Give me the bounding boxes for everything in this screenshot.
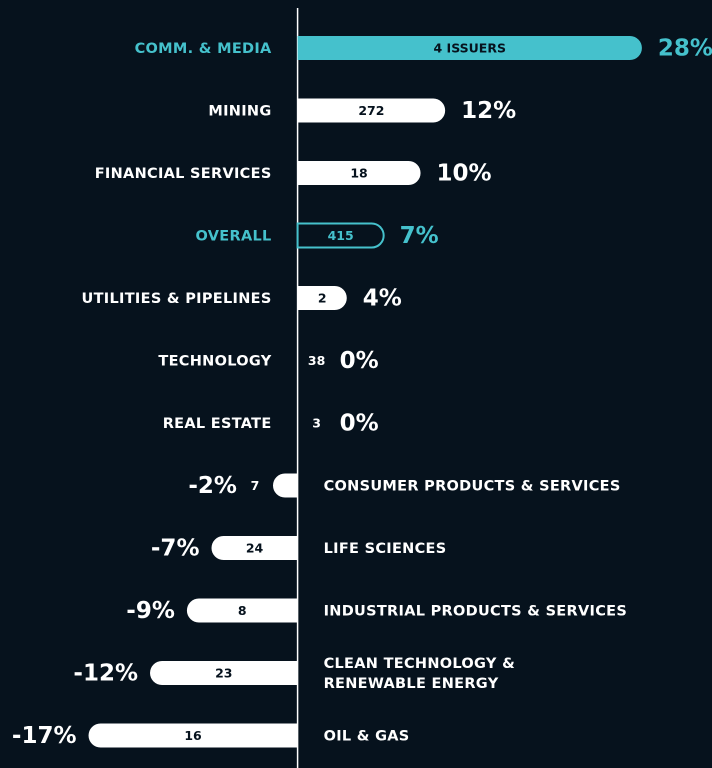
bar [150, 661, 298, 685]
issuer-count: 415 [328, 228, 354, 243]
issuer-count: 3 [312, 416, 321, 431]
issuer-count: 16 [184, 728, 202, 743]
bar [297, 161, 421, 185]
value-label: 12% [461, 98, 516, 124]
value-label: 10% [437, 161, 492, 187]
bar [272, 473, 298, 498]
issuer-count: 7 [251, 478, 260, 493]
category-label: MINING [208, 104, 271, 120]
value-label: 0% [340, 348, 379, 374]
issuer-count: 18 [350, 166, 367, 181]
category-label: OVERALL [196, 229, 272, 245]
issuer-count: 8 [238, 603, 247, 618]
bar [297, 286, 347, 310]
bar [297, 98, 446, 123]
value-label: 0% [340, 411, 379, 437]
value-label: 4% [363, 286, 402, 312]
issuer-count: 4 ISSUERS [434, 41, 506, 56]
category-label: TECHNOLOGY [158, 354, 271, 370]
category-label: UTILITIES & PIPELINES [82, 291, 272, 307]
category-label: REAL ESTATE [163, 416, 272, 432]
value-label: -7% [151, 536, 200, 562]
value-label: 28% [658, 36, 712, 62]
bar [211, 536, 298, 560]
bar [88, 723, 298, 748]
issuer-count: 2 [318, 291, 327, 306]
category-label: COMM. & MEDIA [135, 41, 272, 57]
value-label: -17% [12, 723, 77, 749]
category-label: OIL & GAS [324, 729, 410, 745]
category-label: LIFE SCIENCES [324, 541, 447, 557]
category-label: INDUSTRIAL PRODUCTS & SERVICES [324, 604, 628, 620]
category-line: RENEWABLE ENERGY [324, 676, 499, 692]
value-label: 7% [400, 223, 439, 249]
issuer-count: 272 [358, 103, 384, 118]
bar [186, 598, 298, 623]
value-label: -9% [126, 598, 175, 624]
issuer-count: 24 [246, 541, 264, 556]
issuer-count: 38 [308, 353, 325, 368]
category-line: CLEAN TECHNOLOGY & [324, 656, 521, 672]
category-label: CONSUMER PRODUCTS & SERVICES [324, 479, 621, 495]
category-label: FINANCIAL SERVICES [95, 166, 272, 182]
issuer-count: 23 [215, 666, 232, 681]
category-label: CLEAN TECHNOLOGY & RENEWABLE ENERGY [324, 656, 521, 692]
value-label: -2% [188, 473, 237, 499]
bar [296, 222, 385, 249]
bar [297, 36, 642, 60]
value-label: -12% [73, 661, 138, 687]
